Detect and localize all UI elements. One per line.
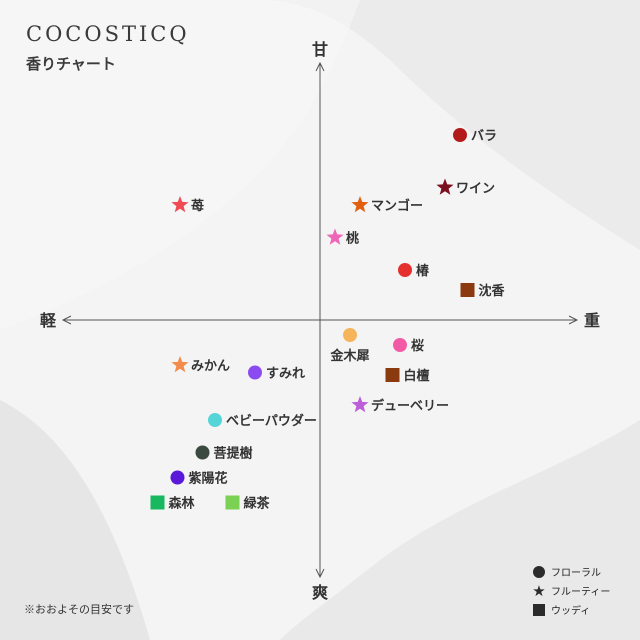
axis-label-left: 軽	[40, 311, 57, 330]
point-marker-circle	[343, 328, 357, 342]
axes	[61, 61, 579, 579]
point-marker-circle	[453, 128, 467, 142]
data-point: ベビーパウダー	[208, 413, 317, 429]
data-point: 桜	[393, 338, 424, 354]
background-wave	[0, 400, 150, 640]
point-label: 桜	[411, 338, 424, 354]
background-wave	[0, 0, 640, 250]
point-marker-star	[171, 196, 189, 213]
point-label: ベビーパウダー	[226, 413, 317, 429]
legend: フローラル ★ フルーティー ウッディ	[532, 562, 610, 619]
data-point: 椿	[398, 263, 430, 279]
data-point: みかん	[171, 356, 230, 374]
point-label: バラ	[471, 129, 497, 144]
point-label: 森林	[169, 496, 195, 512]
point-marker-circle	[393, 338, 407, 352]
arrow-left-icon	[61, 315, 72, 325]
point-marker-circle	[208, 413, 222, 427]
legend-label: ウッディ	[551, 606, 591, 617]
footnote: ※おおよその目安です	[24, 603, 134, 616]
brand-title: COCOSTICQ	[26, 22, 190, 46]
point-label: 白檀	[404, 368, 430, 384]
legend-label: フローラル	[551, 568, 601, 579]
point-marker-circle	[195, 445, 210, 460]
point-label: 菩提樹	[214, 446, 253, 462]
background-wave	[0, 420, 640, 640]
point-marker-star	[351, 396, 369, 413]
data-point: ワイン	[436, 178, 495, 197]
legend-item-woody: ウッディ	[532, 600, 610, 619]
data-point: 白檀	[385, 368, 430, 384]
point-marker-star	[351, 196, 369, 213]
point-label: 沈香	[479, 283, 506, 299]
data-point: 金木犀	[329, 328, 370, 364]
data-point: すみれ	[248, 365, 305, 382]
point-marker-circle	[170, 470, 185, 485]
point-label: デューベリー	[371, 398, 449, 414]
data-point: 森林	[150, 495, 195, 512]
axis-label-right: 重	[584, 311, 600, 330]
arrow-down-icon	[315, 568, 325, 579]
data-point: 菩提樹	[195, 445, 253, 462]
data-point: 緑茶	[225, 495, 271, 512]
arrow-right-icon	[568, 315, 579, 325]
data-point: マンゴー	[351, 196, 423, 214]
point-label: マンゴー	[371, 198, 423, 214]
data-point: 沈香	[460, 283, 506, 299]
point-label: 苺	[191, 198, 204, 214]
square-icon	[532, 603, 546, 617]
point-label: 椿	[416, 263, 430, 279]
circle-icon	[532, 565, 546, 579]
point-label: すみれ	[266, 367, 305, 382]
legend-item-floral: フローラル	[532, 562, 610, 581]
data-point: デューベリー	[351, 396, 449, 414]
point-label: 桃	[346, 231, 359, 247]
data-point: バラ	[453, 128, 497, 144]
arrow-up-icon	[315, 61, 325, 72]
star-icon: ★	[532, 581, 546, 600]
point-marker-square	[460, 283, 475, 297]
axis-label-bottom: 爽	[312, 583, 328, 602]
data-point: 紫陽花	[170, 470, 228, 487]
axis-labels: 甘爽 軽 重	[40, 40, 600, 602]
data-point: 苺	[171, 196, 204, 214]
point-marker-star	[326, 228, 344, 245]
data-point: 桃	[326, 228, 359, 247]
background-wave	[0, 0, 360, 330]
point-marker-circle	[248, 365, 262, 380]
point-marker-square	[150, 495, 165, 510]
legend-item-fruity: ★ フルーティー	[532, 581, 610, 600]
point-label: 金木犀	[329, 348, 369, 364]
point-label: 紫陽花	[189, 471, 228, 487]
chart-subtitle: 香りチャート	[26, 55, 116, 73]
point-marker-square	[385, 368, 400, 382]
point-marker-star	[436, 178, 454, 195]
point-label: 緑茶	[244, 496, 271, 512]
point-marker-square	[225, 495, 240, 510]
point-marker-star	[171, 356, 189, 373]
axis-label-top: 甘	[312, 40, 328, 59]
point-label: みかん	[191, 359, 230, 374]
point-label: ワイン	[456, 182, 495, 197]
legend-label: フルーティー	[551, 587, 611, 598]
data-points: バラワイン苺 マンゴー桃椿沈香金木犀 桜みかんすみれ 白檀デューベリーベビーパウダー菩…	[150, 128, 506, 512]
point-marker-circle	[398, 263, 412, 277]
